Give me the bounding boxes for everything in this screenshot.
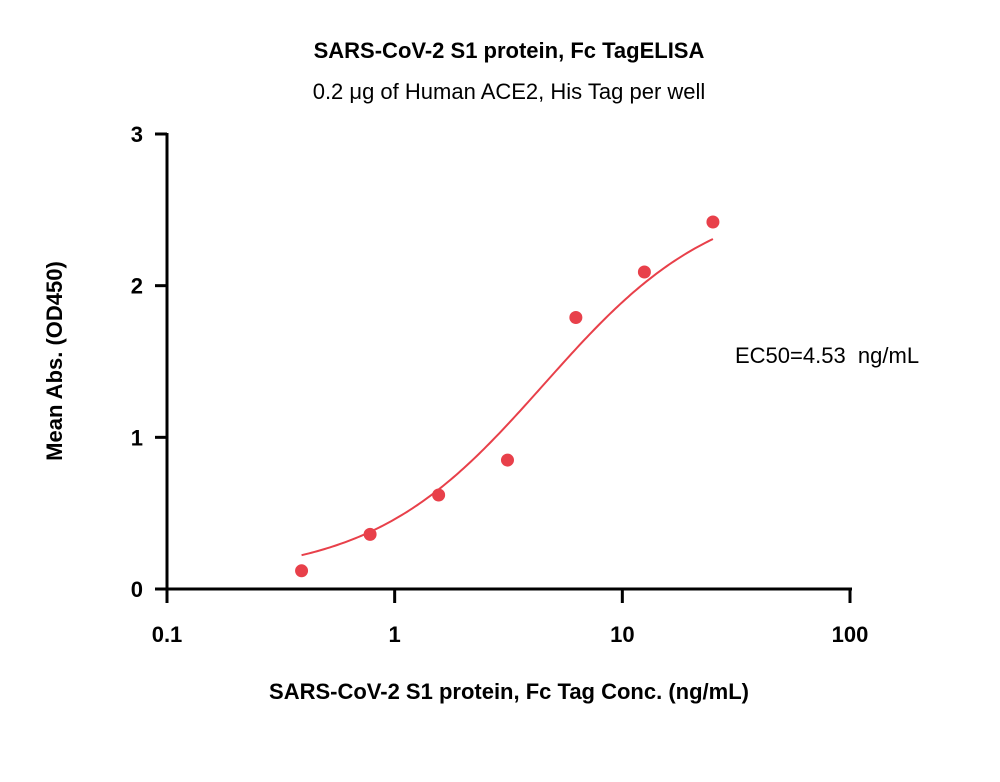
chart-subtitle: 0.2 μg of Human ACE2, His Tag per well bbox=[313, 79, 706, 104]
x-axis-label: SARS-CoV-2 S1 protein, Fc Tag Conc. (ng/… bbox=[269, 679, 749, 704]
data-point bbox=[637, 265, 651, 279]
data-point bbox=[295, 564, 309, 578]
plot-area bbox=[295, 215, 720, 578]
x-tick-label: 1 bbox=[389, 622, 401, 647]
y-tick-label: 0 bbox=[131, 577, 143, 602]
data-point bbox=[363, 527, 377, 541]
ec50-annotation: EC50=4.53 ng/mL bbox=[735, 343, 919, 368]
y-tick-label: 2 bbox=[131, 274, 143, 299]
x-axis: 0.1 1 10 100 bbox=[152, 587, 869, 647]
y-axis: 0 1 2 3 bbox=[131, 122, 169, 602]
x-ticks: 0.1 1 10 100 bbox=[152, 589, 869, 647]
data-point bbox=[500, 453, 514, 467]
x-tick-label: 100 bbox=[832, 622, 869, 647]
data-points bbox=[295, 215, 720, 578]
fit-curve bbox=[301, 238, 714, 557]
y-tick-label: 3 bbox=[131, 122, 143, 147]
y-ticks: 0 1 2 3 bbox=[131, 122, 167, 602]
x-tick-label: 10 bbox=[610, 622, 634, 647]
chart-title: SARS-CoV-2 S1 protein, Fc TagELISA bbox=[314, 38, 705, 63]
data-point bbox=[432, 488, 446, 502]
data-point bbox=[706, 215, 720, 229]
y-axis-label: Mean Abs. (OD450) bbox=[42, 261, 67, 461]
y-tick-label: 1 bbox=[131, 425, 143, 450]
x-tick-label: 0.1 bbox=[152, 622, 183, 647]
data-point bbox=[569, 311, 583, 325]
